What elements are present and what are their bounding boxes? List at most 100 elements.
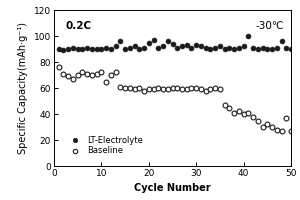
Baseline: [85, 72, 89, 75]
Baseline: [147, 88, 151, 90]
Baseline: [204, 89, 208, 92]
LT-Electrolyte: [223, 48, 226, 50]
LT-Electrolyte: [71, 46, 75, 49]
LT-Electrolyte: [109, 48, 113, 50]
LT-Electrolyte: [137, 48, 141, 50]
LT-Electrolyte: [81, 48, 84, 50]
Baseline: [123, 87, 127, 89]
LT-Electrolyte: [128, 46, 132, 49]
LT-Electrolyte: [62, 49, 65, 51]
LT-Electrolyte: [176, 46, 179, 49]
LT-Electrolyte: [133, 45, 136, 48]
LT-Electrolyte: [95, 48, 98, 50]
LT-Electrolyte: [147, 41, 151, 44]
Baseline: [152, 88, 155, 90]
Baseline: [57, 66, 61, 68]
Baseline: [218, 88, 222, 90]
Baseline: [95, 72, 98, 75]
LT-Electrolyte: [261, 46, 264, 49]
Baseline: [76, 74, 80, 76]
Baseline: [280, 130, 283, 132]
LT-Electrolyte: [166, 40, 169, 42]
LT-Electrolyte: [90, 48, 94, 50]
LT-Electrolyte: [232, 48, 236, 50]
Legend: LT-Electrolyte, Baseline: LT-Electrolyte, Baseline: [65, 134, 145, 157]
LT-Electrolyte: [270, 48, 274, 50]
LT-Electrolyte: [247, 35, 250, 37]
Baseline: [270, 126, 274, 128]
LT-Electrolyte: [194, 44, 198, 46]
Baseline: [237, 110, 241, 113]
LT-Electrolyte: [161, 45, 165, 48]
LT-Electrolyte: [237, 46, 241, 49]
LT-Electrolyte: [152, 39, 155, 41]
LT-Electrolyte: [142, 46, 146, 49]
LT-Electrolyte: [114, 45, 117, 48]
Baseline: [256, 119, 260, 122]
LT-Electrolyte: [66, 48, 70, 50]
Baseline: [71, 78, 75, 80]
Baseline: [208, 88, 212, 90]
Baseline: [185, 88, 188, 90]
LT-Electrolyte: [185, 44, 188, 46]
Baseline: [66, 75, 70, 77]
Line: Baseline: Baseline: [56, 65, 293, 133]
Baseline: [128, 87, 132, 89]
Baseline: [242, 113, 245, 115]
Baseline: [261, 126, 264, 128]
Y-axis label: Specific Capacity(mAh·g⁻¹): Specific Capacity(mAh·g⁻¹): [18, 22, 28, 154]
Baseline: [118, 85, 122, 88]
LT-Electrolyte: [204, 46, 208, 49]
LT-Electrolyte: [213, 46, 217, 49]
LT-Electrolyte: [104, 46, 108, 49]
LT-Electrolyte: [284, 46, 288, 49]
Baseline: [199, 88, 203, 90]
Baseline: [166, 88, 169, 90]
LT-Electrolyte: [171, 43, 174, 45]
LT-Electrolyte: [242, 45, 245, 48]
Baseline: [114, 71, 117, 74]
LT-Electrolyte: [256, 48, 260, 50]
Baseline: [133, 88, 136, 90]
Baseline: [284, 117, 288, 119]
Baseline: [100, 71, 103, 74]
LT-Electrolyte: [228, 46, 231, 49]
LT-Electrolyte: [180, 45, 184, 48]
Baseline: [142, 89, 146, 92]
LT-Electrolyte: [199, 45, 203, 48]
Baseline: [213, 87, 217, 89]
Baseline: [247, 111, 250, 114]
LT-Electrolyte: [100, 48, 103, 50]
Baseline: [275, 128, 279, 131]
LT-Electrolyte: [57, 48, 61, 50]
LT-Electrolyte: [289, 48, 293, 50]
Text: 0.2C: 0.2C: [66, 21, 92, 31]
Baseline: [251, 115, 255, 118]
Baseline: [194, 87, 198, 89]
Baseline: [180, 88, 184, 90]
Baseline: [266, 123, 269, 126]
LT-Electrolyte: [275, 46, 279, 49]
LT-Electrolyte: [190, 46, 193, 49]
Baseline: [176, 87, 179, 89]
Baseline: [223, 104, 226, 106]
Baseline: [157, 87, 160, 89]
Text: -30℃: -30℃: [255, 21, 284, 31]
LT-Electrolyte: [208, 48, 212, 50]
LT-Electrolyte: [123, 48, 127, 50]
LT-Electrolyte: [218, 45, 222, 48]
Baseline: [81, 71, 84, 74]
Baseline: [161, 88, 165, 90]
Baseline: [232, 111, 236, 114]
X-axis label: Cycle Number: Cycle Number: [134, 183, 211, 193]
Baseline: [171, 87, 174, 89]
LT-Electrolyte: [266, 48, 269, 50]
Baseline: [62, 72, 65, 75]
LT-Electrolyte: [118, 40, 122, 42]
LT-Electrolyte: [157, 46, 160, 49]
Baseline: [109, 74, 113, 76]
Baseline: [289, 130, 293, 132]
Line: LT-Electrolyte: LT-Electrolyte: [56, 34, 293, 53]
Baseline: [104, 80, 108, 83]
LT-Electrolyte: [76, 48, 80, 50]
